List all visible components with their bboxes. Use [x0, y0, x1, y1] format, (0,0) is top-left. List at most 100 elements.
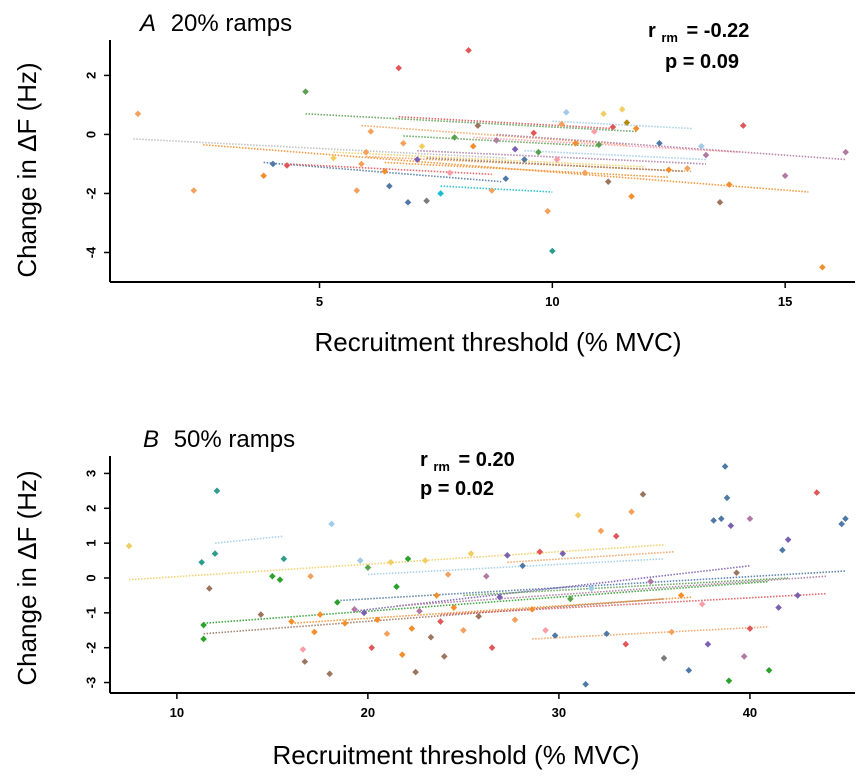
panel-a-data-point — [511, 145, 519, 153]
panel-a-data-point — [446, 169, 454, 177]
panel-b: B 50% ramps r rm = 0.20 p = 0.02 3210-1-… — [12, 426, 855, 770]
panel-b-data-point — [784, 536, 792, 543]
panel-b-data-point — [288, 618, 295, 625]
panel-a-data-point — [404, 199, 412, 206]
panel-b-x-tick-label: 10 — [170, 705, 184, 720]
svg-text:A 20% ramps: A 20% ramps — [138, 10, 292, 37]
panel-b-data-point — [559, 550, 567, 557]
panel-a-p-value: p = 0.09 — [665, 51, 739, 73]
panel-b-y-tick-label: -3 — [83, 677, 98, 689]
panel-a: A 20% ramps r rm = -0.22 p = 0.09 2 0 -2 -4… — [12, 10, 855, 357]
panel-b-data-point — [408, 625, 416, 632]
panel-b-fit-line — [532, 625, 770, 640]
panel-a-data-point — [628, 193, 635, 200]
panel-b-y-tick-label: -1 — [83, 607, 98, 619]
panel-b-data-point — [775, 604, 782, 611]
panel-b-data-point — [351, 606, 358, 613]
panel-b-y-tick-label: 0 — [83, 574, 98, 581]
panel-b-data-point — [721, 463, 729, 470]
panel-a-data-point — [572, 139, 579, 147]
panel-b-data-point — [838, 520, 845, 528]
panel-b-x-tick-label: 20 — [361, 705, 375, 720]
panel-a-data-point — [386, 182, 393, 190]
panel-a-fit-line — [473, 136, 739, 153]
panel-b-data-point — [588, 585, 595, 592]
panel-b-data-point — [725, 677, 733, 685]
panel-b-r-symbol: r — [420, 449, 428, 471]
panel-b-x-tick-label: 40 — [743, 705, 757, 720]
panel-a-fit-line — [361, 124, 627, 146]
panel-b-data-point — [717, 515, 725, 523]
panel-b-data-point — [280, 555, 288, 563]
panel-a-x-tick-label: 10 — [545, 294, 559, 309]
panel-a-data-point — [488, 187, 496, 194]
panel-b-y-tick-label: 2 — [83, 505, 98, 512]
panel-b-title: 50% ramps — [174, 426, 295, 453]
panel-b-data-point — [206, 585, 213, 592]
panel-b-data-point — [794, 592, 801, 599]
panel-b-data-point — [200, 635, 207, 643]
panel-a-fit-line — [305, 112, 637, 133]
panel-a-data-point — [367, 128, 375, 135]
panel-a-fit-line — [417, 149, 707, 165]
panel-b-fit-line — [367, 558, 665, 576]
panel-a-data-point — [437, 190, 444, 197]
panel-b-data-point — [364, 564, 372, 571]
panel-b-fit-line — [507, 551, 674, 564]
panel-b-data-point — [628, 508, 635, 516]
panel-a-fit-line — [440, 185, 553, 193]
panel-a-data-point — [302, 88, 309, 95]
panel-b-data-point — [727, 522, 735, 530]
panel-b-data-point — [813, 489, 821, 496]
panel-a-data-point — [600, 110, 607, 118]
panel-b-data-point — [740, 653, 748, 660]
panel-b-data-point — [437, 618, 444, 625]
panel-a-data-point — [134, 110, 142, 118]
panel-b-y-tick-label: 3 — [83, 470, 98, 477]
panel-a-data-point — [530, 129, 538, 137]
panel-b-data-point — [257, 611, 265, 618]
panel-b-fit-line — [203, 598, 665, 635]
panel-a-fit-line — [552, 120, 693, 130]
panel-a-data-point — [595, 141, 603, 149]
panel-a-letter: A — [138, 10, 156, 37]
panel-a-data-point — [553, 156, 561, 163]
panel-b-data-point — [356, 557, 364, 564]
panel-a-data-point — [716, 199, 724, 206]
panel-b-y-axis-title: Change in ΔF (Hz) — [12, 470, 42, 685]
panel-a-r-symbol: r — [648, 20, 656, 42]
panel-a-data-point — [358, 160, 365, 168]
panel-a-data-point — [656, 139, 663, 147]
panel-b-data-point — [387, 559, 395, 566]
panel-a-data-point — [474, 122, 482, 129]
panel-b-data-point — [677, 592, 685, 599]
panel-b-data-point — [444, 571, 452, 578]
panel-a-data-point — [590, 128, 598, 135]
svg-text:B 50% ramps: B 50% ramps — [143, 426, 295, 453]
panel-b-data-point — [779, 546, 786, 554]
panel-b-letter: B — [143, 426, 159, 453]
panel-b-data-point — [467, 550, 475, 557]
panel-b-data-point — [733, 569, 740, 577]
panel-a-y-tick-label: -4 — [83, 246, 98, 258]
panel-a-data-point — [493, 137, 500, 144]
panel-b-data-point — [612, 532, 620, 540]
panel-b-data-point — [211, 550, 219, 557]
panel-b-data-point — [316, 611, 324, 618]
panel-b-data-point — [582, 680, 589, 688]
panel-b-fit-line — [440, 592, 827, 616]
panel-b-data-point — [574, 511, 582, 519]
panel-b-data-point — [450, 604, 458, 611]
panel-a-data-point — [330, 154, 337, 162]
panel-b-data-point — [213, 487, 221, 495]
panel-b-data-point — [511, 616, 519, 624]
panel-b-data-point — [603, 630, 610, 638]
panel-a-fit-line — [263, 161, 502, 183]
panel-b-data-point — [416, 607, 423, 615]
panel-a-data-point — [535, 148, 542, 156]
panel-a-data-point — [623, 119, 631, 126]
panel-b-data-point — [710, 517, 717, 524]
panel-a-data-point — [418, 142, 426, 150]
panel-b-data-point — [276, 576, 284, 584]
panel-a-data-point — [465, 47, 472, 54]
